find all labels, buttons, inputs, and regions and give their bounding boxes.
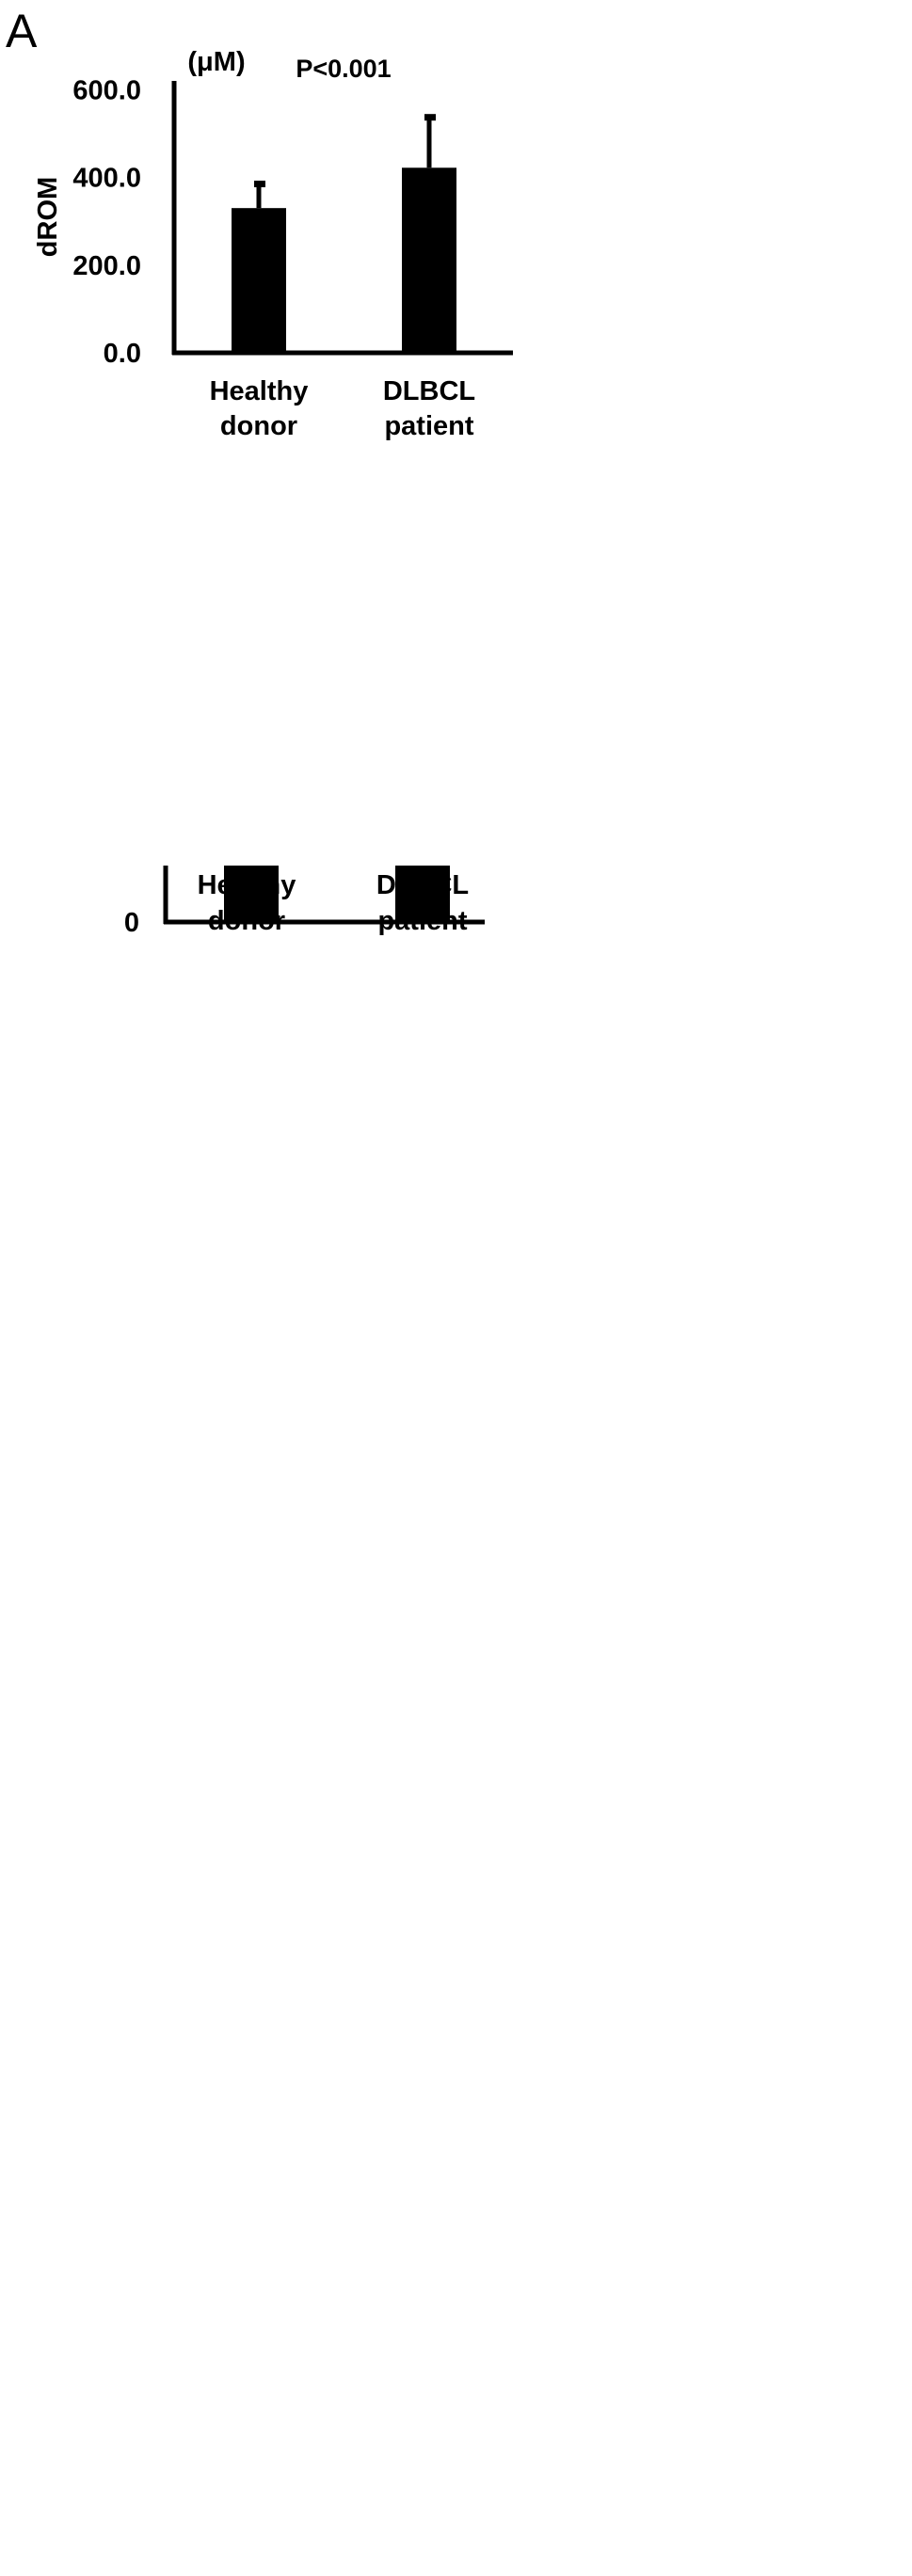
y-tick-label-a: 0.0 [104, 339, 141, 369]
category-label-a-2-line1: DLBCL [383, 376, 475, 406]
category-label-b-1-line1: Healthy [198, 870, 296, 900]
p-value-annotation-a: P<0.001 [296, 55, 391, 83]
y-tick-label-a: 600.0 [72, 75, 141, 105]
chart-panel-b: B0100020003000BAP(μM)P<0.001Healthydonor… [0, 866, 912, 1665]
category-label-b-2-line2: patient [377, 906, 467, 936]
chart-c-svg: C0.0000.1000.2000.300dROM/BAPP<0.001Heal… [0, 1759, 912, 2576]
category-label-b-1-line2: donor [208, 906, 285, 936]
chart-panel-a: A 0.0 200.0 400.0 600.0 dROM (μM) P<0.001 Health… [0, 0, 912, 828]
bar-a-1 [232, 208, 286, 353]
chart-a-svg: A 0.0 200.0 400.0 600.0 dROM (μM) P<0.001 Health… [6, 5, 513, 441]
y-tick-label-a: 200.0 [72, 251, 141, 281]
unit-label-a: (μM) [187, 47, 245, 77]
category-label-b-2-line1: DLBCL [376, 870, 469, 900]
y-tick-label-b: 0 [124, 908, 139, 938]
chart-b-svg: B0100020003000BAP(μM)P<0.001Healthydonor… [124, 866, 485, 938]
bar-b-1 [224, 866, 279, 922]
category-label-a-2-line2: patient [384, 411, 473, 441]
chart-panel-c: C0.0000.1000.2000.300dROM/BAPP<0.001Heal… [0, 1759, 912, 2576]
panel-label-a: A [6, 5, 38, 57]
bar-a-2 [402, 167, 456, 353]
category-label-a-1-line1: Healthy [210, 376, 309, 406]
y-axis-label-a: dROM [33, 177, 63, 257]
y-tick-label-a: 400.0 [72, 164, 141, 194]
category-label-a-1-line2: donor [220, 411, 297, 441]
bar-b-2 [395, 866, 450, 922]
